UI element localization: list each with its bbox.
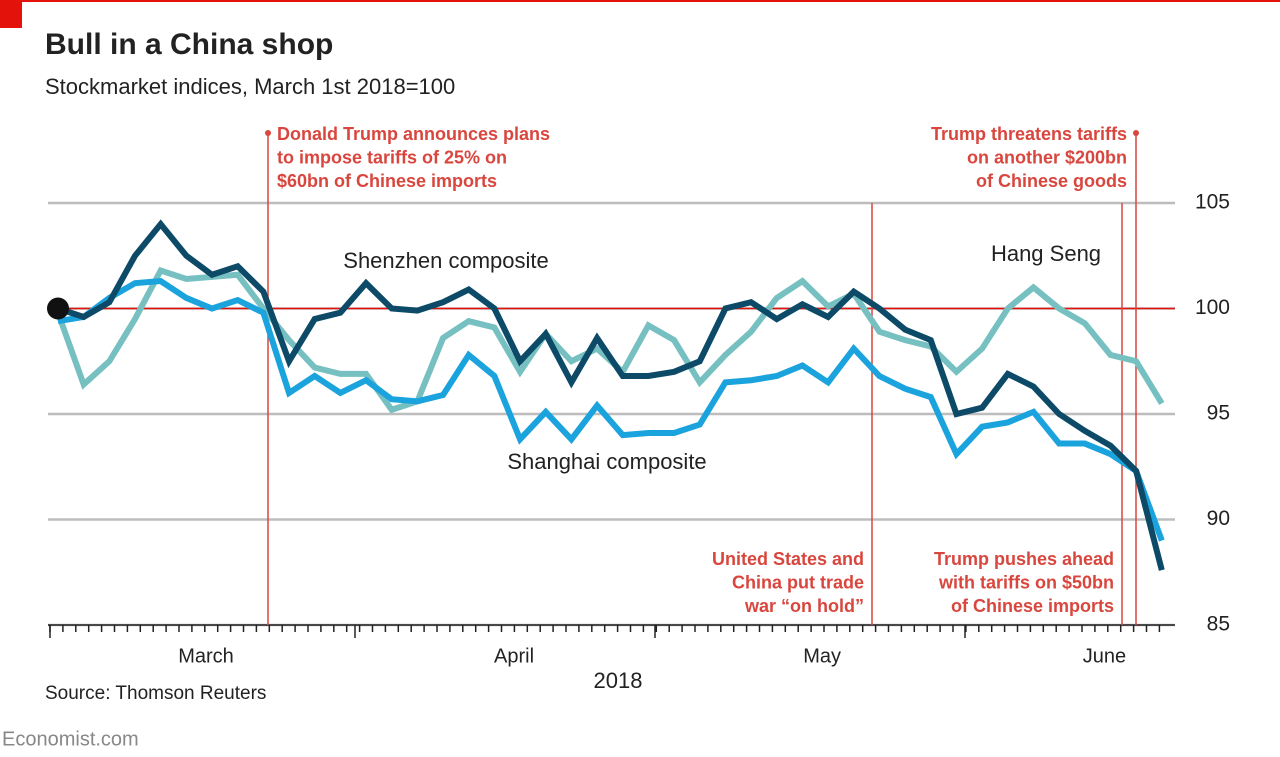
annotation-text: Trump pushes ahead	[934, 549, 1114, 569]
annotation-dot	[265, 130, 271, 136]
x-tick-label: May	[803, 645, 841, 667]
corner-tag	[0, 0, 22, 28]
series-label: Shanghai composite	[507, 449, 706, 474]
footer: Economist.com	[2, 728, 139, 750]
source: Source: Thomson Reuters	[45, 683, 266, 704]
x-tick-label: March	[178, 645, 234, 667]
annotation-text: of Chinese imports	[951, 596, 1114, 616]
x-tick-label: April	[494, 645, 534, 667]
annotation-text: Donald Trump announces plans	[277, 124, 550, 144]
y-tick-label: 85	[1207, 613, 1230, 636]
chart-subtitle: Stockmarket indices, March 1st 2018=100	[45, 74, 455, 99]
y-tick-label: 95	[1207, 402, 1230, 425]
annotation-text: with tariffs on $50bn	[938, 572, 1114, 592]
series-line	[57, 277, 1165, 542]
annotation-dot	[1133, 130, 1139, 136]
x-tick-label: June	[1083, 645, 1126, 667]
annotation-text: Trump threatens tariffs	[931, 124, 1127, 144]
y-tick-label: 105	[1195, 191, 1230, 214]
series-label: Hang Seng	[991, 241, 1101, 266]
annotation-text: China put trade	[732, 572, 864, 592]
annotation-text: of Chinese goods	[976, 171, 1127, 191]
series-label: Shenzhen composite	[343, 248, 548, 273]
start-dot	[47, 297, 69, 320]
annotation-text: $60bn of Chinese imports	[277, 171, 497, 191]
annotation-text: war “on hold”	[744, 596, 864, 616]
chart-title: Bull in a China shop	[45, 28, 333, 61]
annotation-text: on another $200bn	[967, 147, 1127, 167]
y-tick-label: 90	[1207, 507, 1230, 530]
y-tick-label: 100	[1195, 296, 1230, 319]
top-rule	[0, 0, 1280, 2]
series-line	[57, 219, 1165, 571]
annotation-text: United States and	[712, 549, 864, 569]
annotation-text: to impose tariffs of 25% on	[277, 147, 507, 167]
x-axis-label: 2018	[594, 668, 643, 693]
